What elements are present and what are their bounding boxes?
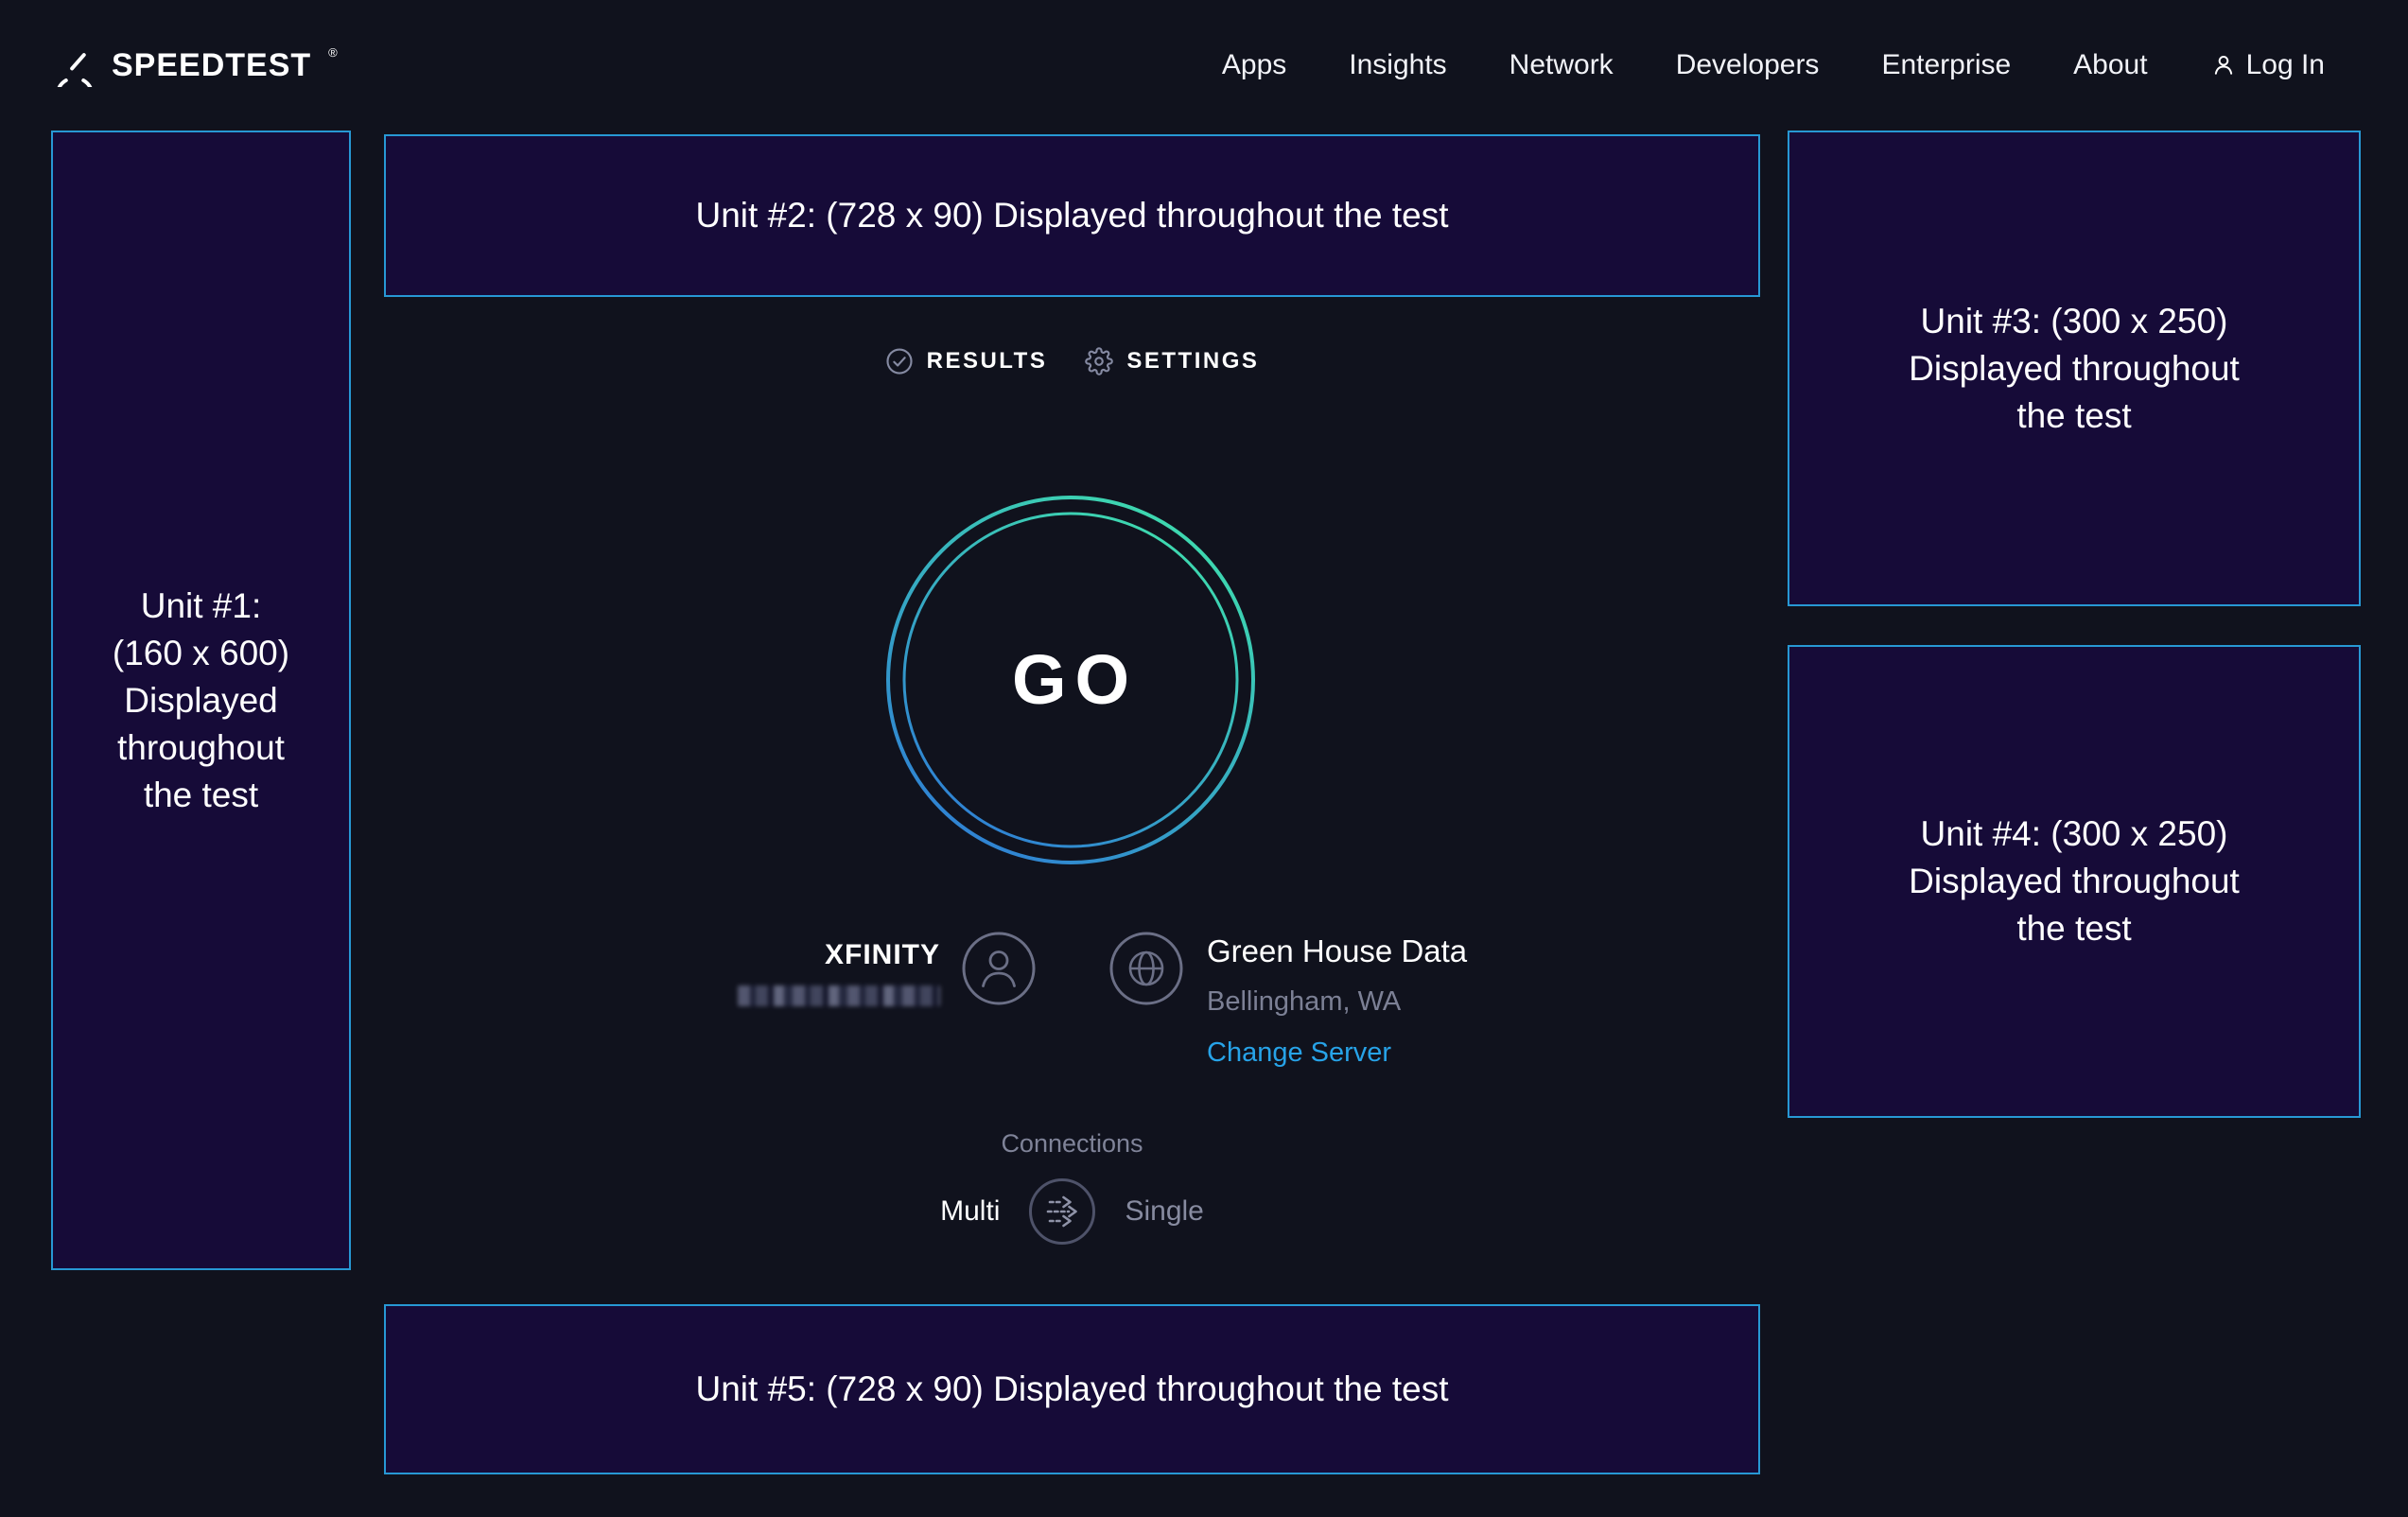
server-name: Green House Data — [1207, 933, 1468, 968]
connections-single-option[interactable]: Single — [1125, 1195, 1204, 1227]
connections-toggle-row: Multi Single — [384, 1177, 1760, 1246]
main-nav: Apps Insights Network Developers Enterpr… — [1222, 51, 2325, 79]
connections-section: Connections Multi Single — [384, 1131, 1760, 1246]
user-icon — [2214, 56, 2232, 75]
ad-unit-3: Unit #3: (300 x 250) Displayed throughou… — [1788, 131, 2361, 606]
logo-trademark: ® — [328, 45, 338, 60]
connections-title: Connections — [1001, 1129, 1143, 1158]
isp-block: XFINITY — [662, 931, 1037, 1006]
ad-unit-5-label: Unit #5: (728 x 90) Displayed throughout… — [695, 1369, 1449, 1408]
top-nav-bar: SPEEDTEST ® Apps Insights Network Develo… — [0, 0, 2408, 131]
speedtest-logo[interactable]: SPEEDTEST ® — [53, 44, 338, 87]
redacted-ip-text — [738, 985, 940, 1006]
globe-icon — [1109, 932, 1183, 1005]
login-label: Log In — [2245, 49, 2325, 80]
connections-toggle-icon[interactable] — [1028, 1177, 1096, 1246]
tab-settings-label: SETTINGS — [1126, 348, 1260, 374]
change-server-link[interactable]: Change Server — [1207, 1037, 1392, 1069]
isp-name: XFINITY — [824, 939, 940, 970]
test-tabs: RESULTS SETTINGS — [384, 347, 1760, 375]
ad-unit-5: Unit #5: (728 x 90) Displayed throughout… — [384, 1304, 1760, 1474]
server-location: Bellingham, WA — [1207, 985, 1402, 1017]
tab-settings[interactable]: SETTINGS — [1085, 347, 1259, 375]
gear-icon — [1085, 347, 1114, 375]
nav-enterprise[interactable]: Enterprise — [1881, 49, 2012, 80]
go-button-rings — [886, 496, 1255, 864]
go-label: GO — [1011, 640, 1139, 719]
go-button[interactable]: GO — [885, 495, 1256, 865]
tab-results-label: RESULTS — [926, 348, 1048, 374]
nav-apps[interactable]: Apps — [1221, 49, 1287, 80]
connections-multi-option[interactable]: Multi — [940, 1195, 1001, 1227]
isp-text-block: XFINITY — [738, 938, 940, 1006]
check-circle-icon — [886, 348, 913, 375]
ad-unit-4-label: Unit #4: (300 x 250) Displayed throughou… — [1909, 814, 2240, 948]
ad-unit-1-label: Unit #1: (160 x 600) Displayed throughou… — [112, 585, 290, 814]
isp-user-icon — [962, 932, 1036, 1005]
nav-developers[interactable]: Developers — [1675, 49, 1820, 80]
server-block: Green House Data Bellingham, WA Change S… — [1108, 931, 1467, 1070]
ad-unit-1: Unit #1: (160 x 600) Displayed throughou… — [51, 131, 351, 1270]
speedometer-icon — [57, 53, 93, 87]
tab-results[interactable]: RESULTS — [885, 347, 1048, 375]
nav-about[interactable]: About — [2073, 49, 2148, 80]
nav-insights[interactable]: Insights — [1349, 49, 1447, 80]
server-text-block: Green House Data Bellingham, WA Change S… — [1207, 933, 1467, 1070]
ad-unit-2-label: Unit #2: (728 x 90) Displayed throughout… — [695, 196, 1449, 235]
ad-unit-2: Unit #2: (728 x 90) Displayed throughout… — [384, 134, 1760, 297]
ad-unit-4: Unit #4: (300 x 250) Displayed throughou… — [1788, 645, 2361, 1118]
logo-wordmark: SPEEDTEST — [112, 47, 312, 83]
login-button[interactable]: Log In — [2210, 51, 2325, 79]
nav-network[interactable]: Network — [1509, 49, 1614, 80]
ad-unit-3-label: Unit #3: (300 x 250) Displayed throughou… — [1909, 301, 2240, 435]
